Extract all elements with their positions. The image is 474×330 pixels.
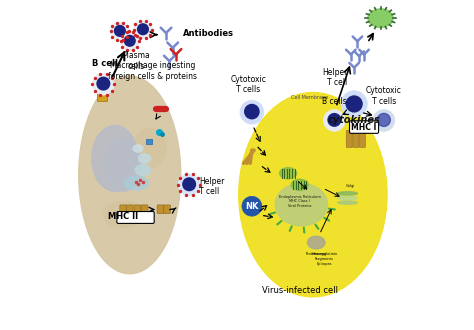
FancyBboxPatch shape [353, 130, 359, 148]
Text: NK: NK [245, 202, 258, 211]
Ellipse shape [368, 9, 393, 27]
Ellipse shape [346, 96, 362, 112]
Ellipse shape [245, 105, 259, 119]
Ellipse shape [137, 24, 148, 35]
Ellipse shape [110, 22, 129, 41]
Text: B cell: B cell [92, 59, 118, 68]
Ellipse shape [337, 201, 357, 204]
Ellipse shape [275, 183, 328, 226]
Ellipse shape [135, 164, 151, 176]
Ellipse shape [373, 110, 395, 131]
Ellipse shape [337, 196, 357, 200]
Text: Plasma
cells: Plasma cells [122, 51, 150, 71]
Text: Proteasome: Proteasome [306, 252, 327, 256]
Ellipse shape [323, 110, 345, 131]
Ellipse shape [134, 20, 152, 39]
FancyBboxPatch shape [127, 205, 133, 214]
FancyBboxPatch shape [146, 139, 152, 144]
FancyBboxPatch shape [120, 205, 127, 214]
Circle shape [242, 196, 262, 216]
FancyBboxPatch shape [346, 130, 352, 148]
Ellipse shape [280, 168, 297, 179]
Ellipse shape [97, 77, 109, 90]
Text: Cytotoxic
T cells: Cytotoxic T cells [366, 86, 402, 106]
Text: Cell Membrane: Cell Membrane [291, 95, 328, 100]
FancyBboxPatch shape [117, 212, 154, 223]
Text: Virus-infected cell: Virus-infected cell [262, 286, 337, 295]
Text: MHC II: MHC II [108, 212, 138, 221]
Ellipse shape [291, 179, 308, 190]
Ellipse shape [238, 92, 387, 297]
Text: MHC I: MHC I [351, 122, 377, 132]
FancyBboxPatch shape [157, 205, 164, 214]
Ellipse shape [92, 73, 114, 95]
Ellipse shape [79, 76, 181, 274]
Ellipse shape [307, 236, 325, 249]
Text: cytokines: cytokines [328, 115, 381, 125]
Ellipse shape [120, 32, 139, 50]
Text: Endoplasmic Reticulum
MHC Class I
Viral Proteins: Endoplasmic Reticulum MHC Class I Viral … [279, 195, 320, 208]
Text: Macrophage ingesting
foreign cells & proteins: Macrophage ingesting foreign cells & pro… [109, 61, 197, 81]
Ellipse shape [124, 35, 135, 46]
Ellipse shape [377, 114, 391, 126]
Text: Golgi: Golgi [346, 184, 356, 188]
Ellipse shape [328, 114, 341, 126]
FancyBboxPatch shape [164, 205, 170, 214]
Ellipse shape [240, 100, 264, 124]
Ellipse shape [133, 129, 166, 168]
Text: Antibodies: Antibodies [182, 28, 234, 38]
FancyBboxPatch shape [141, 205, 148, 214]
Ellipse shape [92, 125, 138, 191]
FancyBboxPatch shape [98, 88, 108, 102]
Ellipse shape [337, 192, 357, 195]
Text: Helper
T cell: Helper T cell [199, 177, 224, 196]
Ellipse shape [105, 139, 141, 191]
FancyBboxPatch shape [349, 121, 379, 133]
Ellipse shape [341, 91, 367, 117]
Text: Helper
T cell: Helper T cell [322, 68, 347, 87]
Ellipse shape [183, 178, 195, 190]
Text: B cells: B cells [322, 97, 346, 106]
Text: Cytotoxic
T cells: Cytotoxic T cells [231, 75, 266, 94]
FancyBboxPatch shape [359, 130, 365, 148]
Ellipse shape [138, 153, 151, 163]
FancyBboxPatch shape [134, 205, 141, 214]
Ellipse shape [103, 201, 143, 228]
Ellipse shape [178, 174, 200, 196]
Text: Hemagglutinin
Fragments
Epitopes: Hemagglutinin Fragments Epitopes [311, 252, 337, 266]
Ellipse shape [115, 25, 125, 36]
Ellipse shape [133, 145, 143, 152]
Ellipse shape [124, 176, 149, 190]
